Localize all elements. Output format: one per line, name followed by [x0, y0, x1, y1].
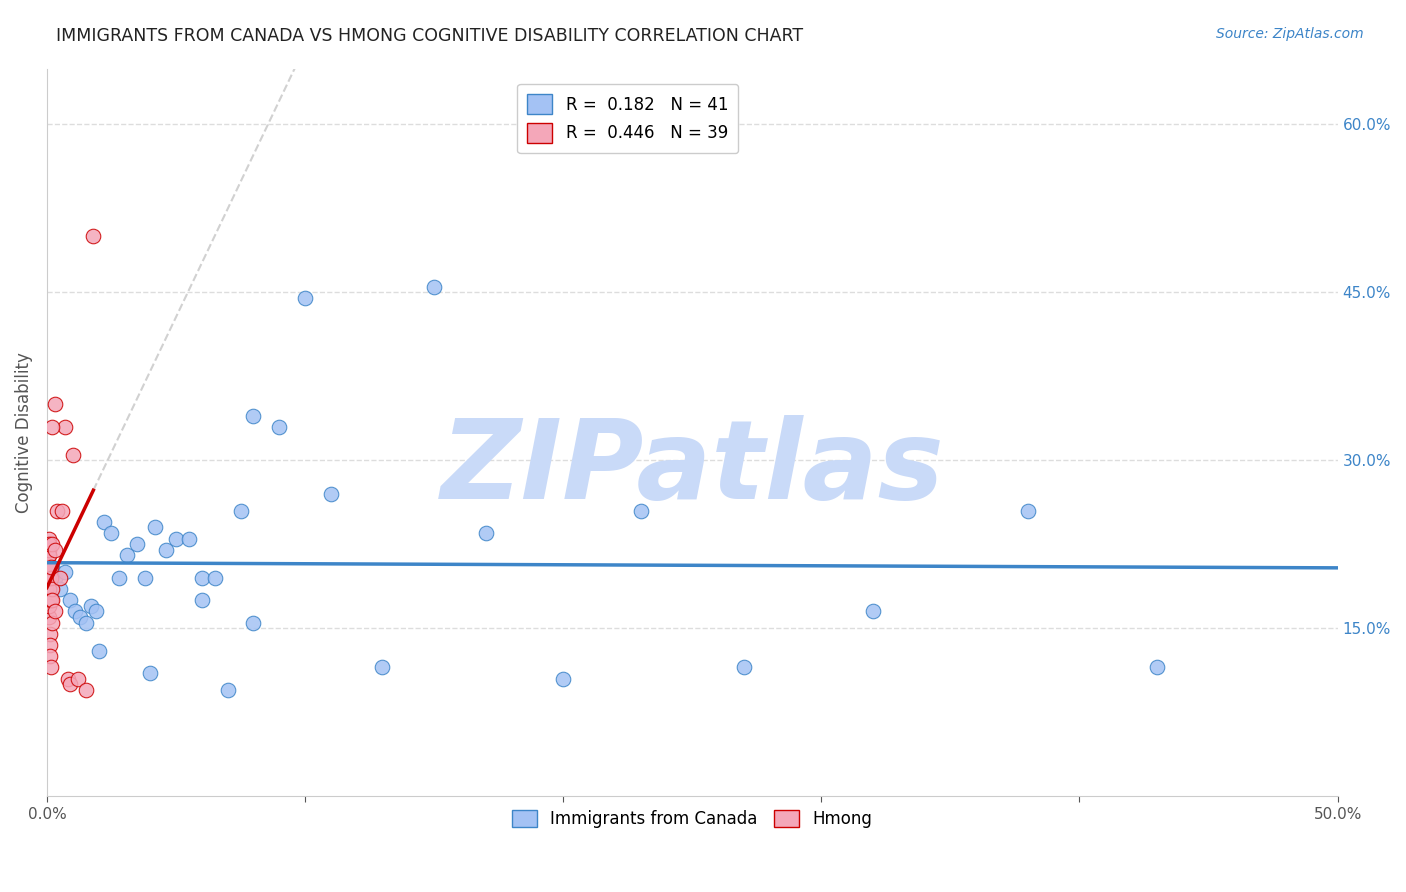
Point	[44, 604, 66, 618]
Point	[37, 593, 59, 607]
Point	[38, 549, 60, 563]
Point	[51, 503, 73, 517]
Point	[242, 615, 264, 630]
Point	[39, 649, 62, 664]
Point	[862, 604, 884, 618]
Point	[49, 582, 72, 596]
Point	[69, 610, 91, 624]
Point	[191, 593, 214, 607]
Point	[38, 593, 60, 607]
Point	[108, 571, 131, 585]
Point	[80, 599, 103, 613]
Text: Source: ZipAtlas.com: Source: ZipAtlas.com	[1216, 27, 1364, 41]
Point	[319, 487, 342, 501]
Point	[204, 571, 226, 585]
Point	[38, 571, 60, 585]
Point	[115, 549, 138, 563]
Point	[38, 542, 60, 557]
Point	[44, 571, 66, 585]
Point	[49, 571, 72, 585]
Point	[217, 682, 239, 697]
Point	[38, 532, 60, 546]
Point	[191, 571, 214, 585]
Point	[269, 419, 291, 434]
Point	[44, 542, 66, 557]
Point	[1017, 503, 1039, 517]
Point	[41, 593, 63, 607]
Point	[423, 280, 446, 294]
Point	[62, 448, 84, 462]
Point	[82, 229, 104, 244]
Point	[155, 542, 177, 557]
Point	[38, 610, 60, 624]
Point	[630, 503, 652, 517]
Point	[39, 559, 62, 574]
Point	[38, 599, 60, 613]
Point	[127, 537, 149, 551]
Point	[41, 537, 63, 551]
Point	[38, 582, 60, 596]
Point	[38, 549, 60, 563]
Point	[44, 397, 66, 411]
Y-axis label: Cognitive Disability: Cognitive Disability	[15, 351, 32, 513]
Point	[84, 604, 107, 618]
Point	[553, 672, 575, 686]
Point	[242, 409, 264, 423]
Point	[39, 571, 62, 585]
Text: ZIPatlas: ZIPatlas	[440, 415, 945, 522]
Legend: Immigrants from Canada, Hmong: Immigrants from Canada, Hmong	[505, 804, 879, 835]
Point	[93, 515, 115, 529]
Point	[39, 593, 62, 607]
Point	[56, 672, 79, 686]
Point	[46, 503, 69, 517]
Point	[100, 526, 122, 541]
Point	[53, 566, 76, 580]
Point	[41, 582, 63, 596]
Point	[66, 672, 89, 686]
Point	[59, 677, 82, 691]
Point	[474, 526, 496, 541]
Point	[139, 665, 162, 680]
Point	[41, 615, 63, 630]
Point	[38, 559, 60, 574]
Point	[143, 520, 166, 534]
Point	[39, 627, 62, 641]
Point	[37, 571, 59, 585]
Text: IMMIGRANTS FROM CANADA VS HMONG COGNITIVE DISABILITY CORRELATION CHART: IMMIGRANTS FROM CANADA VS HMONG COGNITIV…	[56, 27, 803, 45]
Point	[38, 559, 60, 574]
Point	[87, 643, 110, 657]
Point	[1146, 660, 1168, 674]
Point	[39, 638, 62, 652]
Point	[177, 532, 200, 546]
Point	[229, 503, 252, 517]
Point	[53, 419, 76, 434]
Point	[134, 571, 156, 585]
Point	[65, 604, 87, 618]
Point	[75, 615, 97, 630]
Point	[38, 537, 60, 551]
Point	[371, 660, 394, 674]
Point	[165, 532, 187, 546]
Point	[41, 419, 63, 434]
Point	[41, 559, 63, 574]
Point	[59, 593, 82, 607]
Point	[39, 660, 62, 674]
Point	[294, 291, 316, 305]
Point	[733, 660, 755, 674]
Point	[75, 682, 97, 697]
